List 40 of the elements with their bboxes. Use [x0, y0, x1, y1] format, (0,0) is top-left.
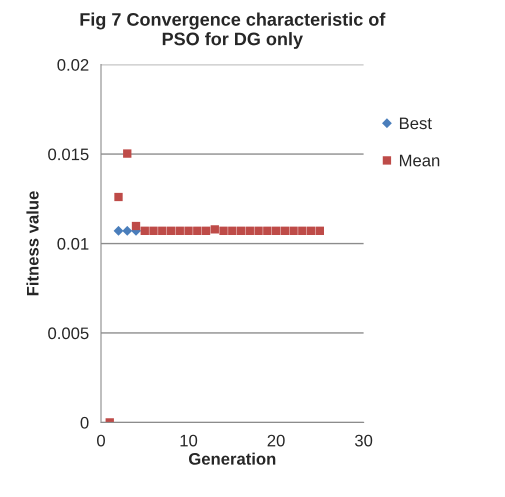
- point: [219, 226, 228, 235]
- point: [122, 226, 132, 236]
- point: [158, 226, 166, 235]
- point: [298, 226, 306, 235]
- point: [280, 226, 289, 235]
- legend-label: Mean: [400, 154, 440, 166]
- x-tick-label: 30: [354, 434, 372, 446]
- point: [210, 225, 219, 234]
- point: [193, 226, 202, 235]
- point: [114, 192, 123, 202]
- point: [114, 226, 124, 236]
- y-tick-label: 0.02: [57, 59, 88, 71]
- y-tick-label: 0: [80, 416, 89, 429]
- y-tick-label: 0.01: [57, 238, 88, 250]
- point: [246, 226, 254, 235]
- point: [306, 226, 316, 235]
- x-tick-label: 0: [97, 434, 105, 446]
- point: [123, 149, 132, 158]
- point: [149, 226, 158, 235]
- x-axis-title: Generation: [189, 452, 276, 465]
- point: [236, 226, 246, 235]
- point: [166, 226, 176, 235]
- point: [140, 226, 149, 235]
- point: [316, 226, 324, 235]
- point: [184, 226, 193, 235]
- legend-label: Best: [400, 118, 432, 130]
- point: [254, 226, 263, 235]
- y-tick-label: 0.015: [48, 148, 88, 160]
- x-tick-label: 10: [180, 434, 198, 446]
- point: [176, 226, 184, 235]
- point: [289, 226, 298, 235]
- chart-title: Fig 7 Convergence characteristic of PSO for DG only: [80, 12, 386, 49]
- y-axis-title: Fitness value: [26, 191, 39, 296]
- point: [202, 226, 210, 235]
- y-tick-label: 0.005: [48, 327, 88, 340]
- point: [272, 226, 280, 235]
- x-tick-label: 20: [268, 434, 285, 446]
- point: [263, 226, 272, 235]
- point: [228, 226, 236, 235]
- point: [132, 222, 140, 230]
